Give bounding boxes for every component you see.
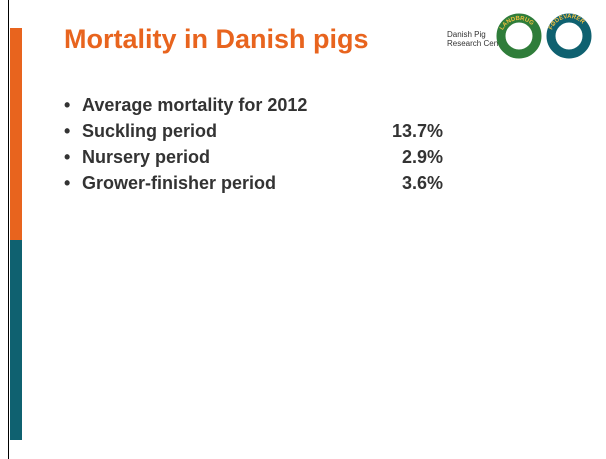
logo-ring bbox=[496, 13, 542, 59]
accent-bar bbox=[10, 240, 22, 440]
frame-line bbox=[8, 0, 9, 459]
bullet-value: 13.7% bbox=[391, 121, 443, 141]
organization-line: Danish Pig bbox=[447, 30, 486, 39]
bullet-dot: • bbox=[64, 95, 71, 115]
bullet-dot: • bbox=[64, 173, 71, 193]
bullet-dot: • bbox=[64, 121, 71, 141]
logo: LANDBRUG FØDEVARER bbox=[496, 13, 592, 59]
bullet-label: Nursery period bbox=[82, 147, 211, 167]
bullet-value: 3.6% bbox=[401, 173, 443, 193]
organization: Danish Pig Research Centre bbox=[447, 30, 507, 48]
bullet-dot: • bbox=[64, 147, 71, 167]
bullet-label: Grower-finisher period bbox=[82, 173, 277, 193]
organization-line: Research Centre bbox=[447, 39, 508, 48]
slide-title: Mortality in Danish pigs bbox=[64, 24, 369, 54]
bullet-label: Average mortality for 2012 bbox=[82, 95, 308, 115]
bullet-label: Suckling period bbox=[82, 121, 218, 141]
bullet-value: 2.9% bbox=[401, 147, 443, 167]
accent-bar bbox=[10, 28, 22, 240]
logo-ring bbox=[546, 13, 592, 59]
